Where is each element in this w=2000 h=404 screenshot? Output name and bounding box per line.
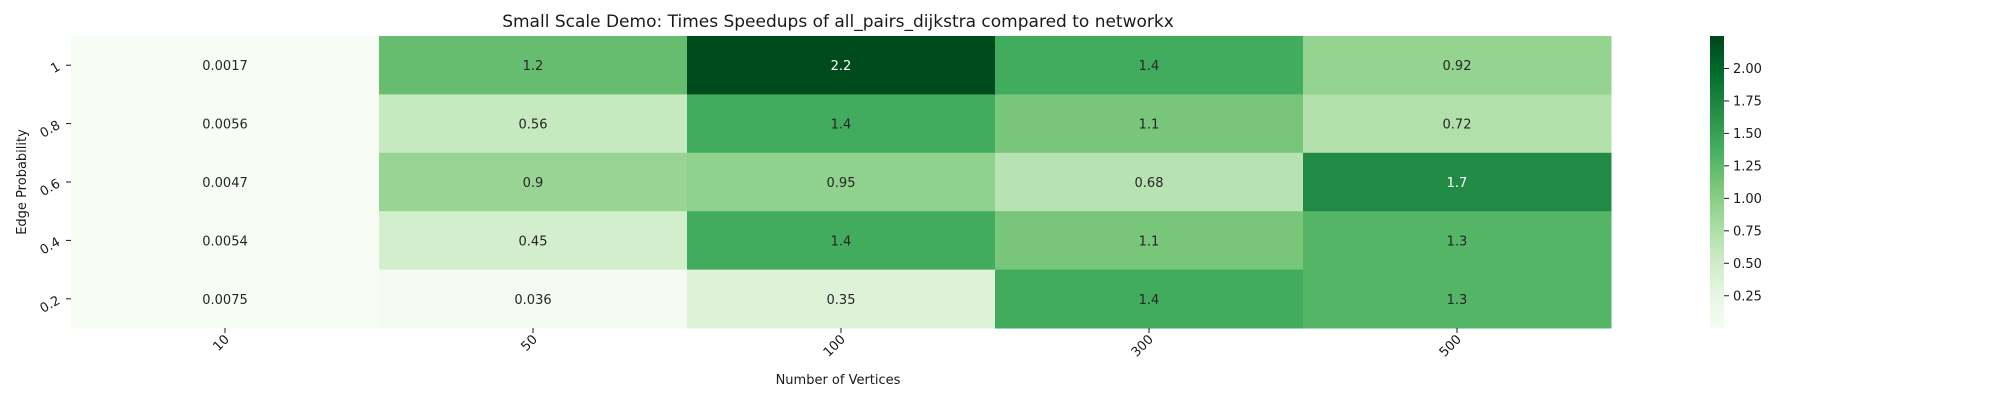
cell-value-label: 0.95 <box>827 176 856 191</box>
cell-value-label: 1.2 <box>523 59 544 74</box>
heatmap-cells <box>71 36 1612 329</box>
colorbar-tick-label: 0.75 <box>1733 224 1762 239</box>
heatmap-cell <box>687 36 996 95</box>
heatmap-cell <box>995 152 1304 212</box>
cell-value-label: 0.9 <box>523 176 544 191</box>
heatmap-cell <box>71 152 380 212</box>
x-tick-label: 500 <box>1437 332 1465 360</box>
y-axis-ticks: 1 0.8 0.6 0.4 0.2 <box>38 60 71 317</box>
heatmap-cell <box>1303 94 1612 154</box>
cell-value-label: 1.4 <box>831 234 852 249</box>
cell-value-label: 1.1 <box>1139 234 1160 249</box>
cell-value-label: 0.036 <box>514 293 551 308</box>
chart-title: Small Scale Demo: Times Speedups of all_… <box>502 12 1174 32</box>
cell-value-label: 1.3 <box>1447 293 1468 308</box>
cell-value-label: 0.0047 <box>202 176 248 191</box>
heatmap-cell <box>995 36 1304 95</box>
colorbar <box>1710 36 1724 328</box>
x-tick-label: 300 <box>1129 332 1157 360</box>
cell-value-label: 0.56 <box>519 118 548 133</box>
cell-value-label: 1.4 <box>1139 293 1160 308</box>
heatmap-cell <box>379 211 688 271</box>
heatmap-cell-labels: 0.0017 1.2 2.2 1.4 0.92 0.0056 0.56 1.4 1.1 0.72 0… <box>202 59 1471 308</box>
heatmap-cell <box>1303 36 1612 95</box>
y-tick-label: 0.8 <box>38 118 63 141</box>
colorbar-tick-label: 1.25 <box>1733 159 1762 174</box>
heatmap-cell <box>1303 211 1612 271</box>
colorbar-tick-label: 0.50 <box>1733 257 1762 272</box>
cell-value-label: 0.0056 <box>202 118 248 133</box>
y-axis-label: Edge Probability <box>15 129 30 235</box>
heatmap-cell <box>379 269 688 329</box>
cell-value-label: 1.4 <box>1139 59 1160 74</box>
cell-value-label: 0.92 <box>1443 59 1472 74</box>
heatmap-cell <box>71 36 380 95</box>
cell-value-label: 0.68 <box>1135 176 1164 191</box>
heatmap-cell <box>71 94 380 154</box>
cell-value-label: 2.2 <box>831 59 852 74</box>
cell-value-label: 1.7 <box>1447 176 1468 191</box>
heatmap-cell <box>379 36 688 95</box>
cell-value-label: 0.0017 <box>202 59 248 74</box>
heatmap-cell <box>1303 152 1612 212</box>
heatmap-cell <box>995 94 1304 154</box>
heatmap-cell <box>687 152 996 212</box>
cell-value-label: 0.35 <box>827 293 856 308</box>
x-tick-label: 10 <box>211 332 233 354</box>
colorbar-tick-label: 1.50 <box>1733 127 1762 142</box>
cell-value-label: 1.3 <box>1447 234 1468 249</box>
cell-value-label: 1.1 <box>1139 118 1160 133</box>
x-axis-ticks: 10 50 100 300 500 <box>211 328 1465 360</box>
colorbar-tick-label: 1.00 <box>1733 192 1762 207</box>
x-tick-label: 50 <box>519 332 541 354</box>
cell-value-label: 0.45 <box>519 234 548 249</box>
y-tick-label: 0.6 <box>38 176 63 199</box>
x-axis-label: Number of Vertices <box>776 373 901 388</box>
heatmap-cell <box>687 269 996 329</box>
heatmap-cell <box>379 94 688 154</box>
cell-value-label: 1.4 <box>831 118 852 133</box>
x-tick-label: 100 <box>821 332 849 360</box>
y-tick-label: 1 <box>48 60 63 77</box>
colorbar-tick-label: 2.00 <box>1733 62 1762 77</box>
colorbar-tick-label: 0.25 <box>1733 289 1762 304</box>
heatmap-cell <box>687 211 996 271</box>
heatmap-cell <box>1303 269 1612 329</box>
heatmap-cell <box>71 211 380 271</box>
heatmap-cell <box>995 269 1304 329</box>
heatmap-cell <box>995 211 1304 271</box>
colorbar-ticks: 0.25 0.50 0.75 1.00 1.25 1.50 1.75 2.00 <box>1724 62 1762 304</box>
cell-value-label: 0.0075 <box>202 293 248 308</box>
cell-value-label: 0.0054 <box>202 234 248 249</box>
cell-value-label: 0.72 <box>1443 118 1472 133</box>
colorbar-tick-label: 1.75 <box>1733 94 1762 109</box>
heatmap-cell <box>687 94 996 154</box>
heatmap-cell <box>379 152 688 212</box>
heatmap-cell <box>71 269 380 329</box>
y-tick-label: 0.4 <box>38 235 63 258</box>
y-tick-label: 0.2 <box>38 293 63 316</box>
